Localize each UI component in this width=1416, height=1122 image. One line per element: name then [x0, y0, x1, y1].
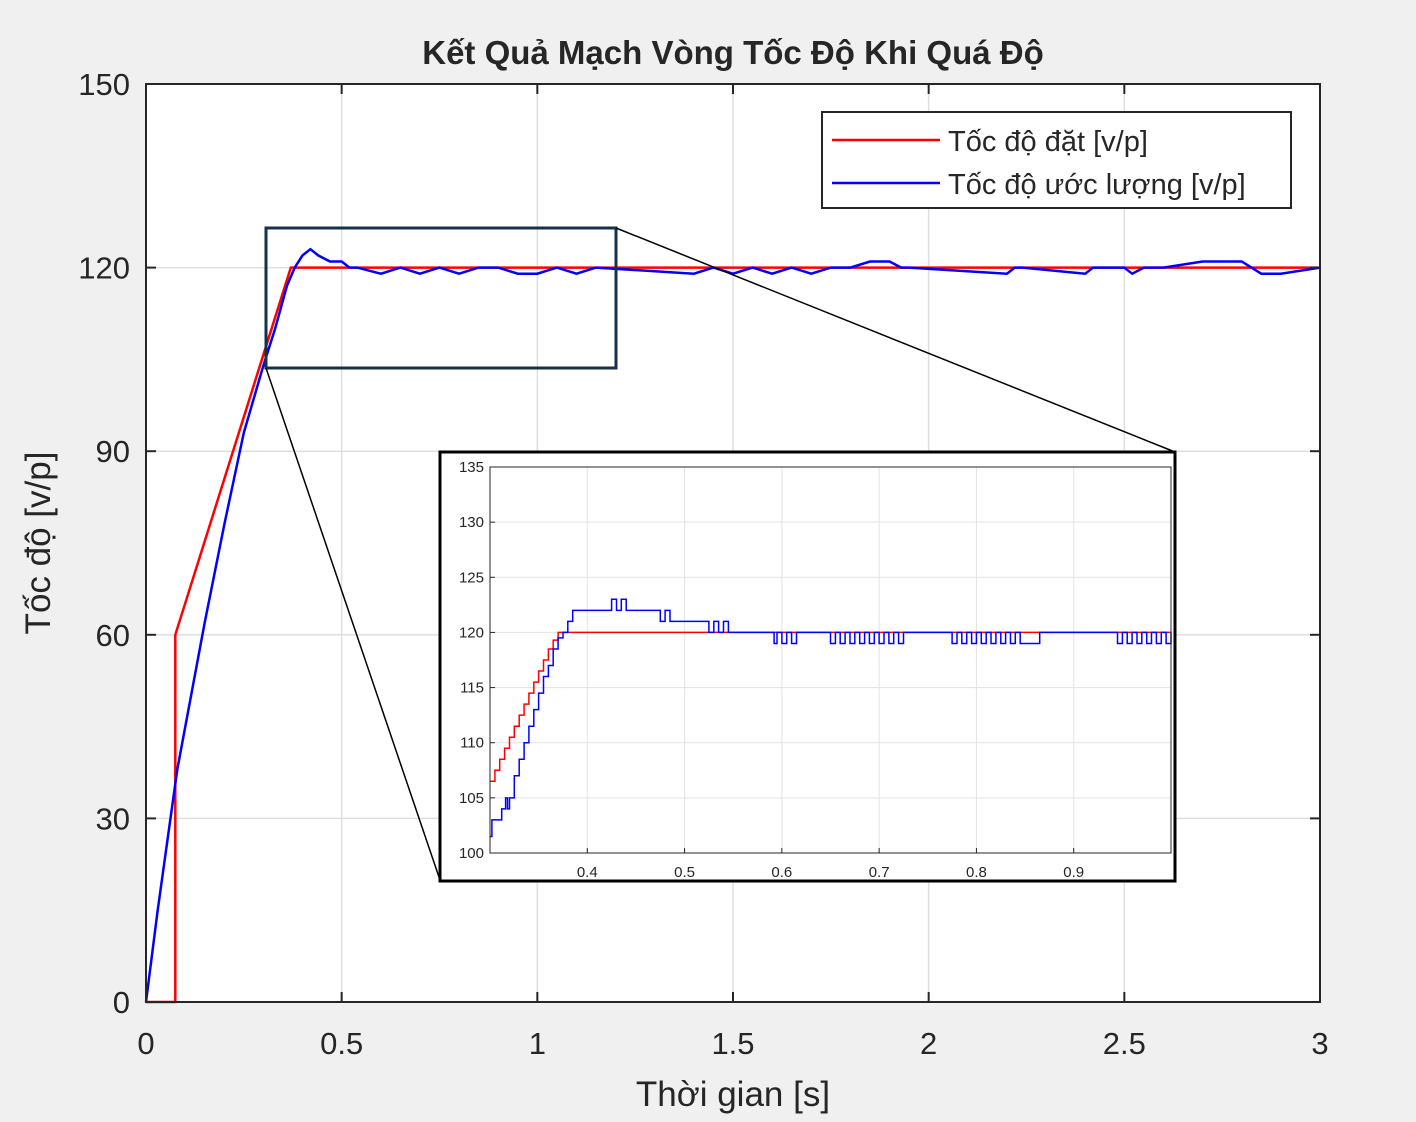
x-tick-label: 2	[920, 1026, 937, 1061]
y-axis-label: Tốc độ [v/p]	[19, 452, 58, 635]
inset-series-setpoint	[490, 631, 1171, 783]
chart-title: Kết Quả Mạch Vòng Tốc Độ Khi Quá Độ	[422, 34, 1044, 71]
legend-label-setpoint: Tốc độ đặt [v/p]	[948, 126, 1148, 158]
y-tick-label: 90	[96, 434, 130, 469]
y-tick-label: 120	[78, 251, 130, 286]
x-tick-label: 2.5	[1103, 1026, 1146, 1061]
inset-y-tick-label: 100	[459, 845, 484, 862]
inset-x-tick-label: 0.5	[674, 864, 695, 881]
inset-y-tick-label: 120	[459, 624, 484, 641]
inset-y-tick-label: 105	[459, 790, 484, 807]
inset-y-tick-label: 125	[459, 569, 484, 586]
inset-x-tick-label: 0.8	[966, 864, 987, 881]
inset-frame	[438, 450, 1177, 883]
inset-x-tick-label: 0.7	[869, 864, 890, 881]
series-line-estimated	[144, 247, 1321, 1003]
x-tick-label: 0	[137, 1026, 154, 1061]
zoom-box	[264, 226, 618, 370]
y-tick-label: 60	[96, 618, 130, 653]
inset-plot-box	[489, 466, 1172, 854]
x-tick-label: 1.5	[711, 1026, 754, 1061]
inset-ticks: 0.4 0.5 0.6 0.7 0.8 0.9 100 105 110 115 120 125 130 1…	[459, 459, 1084, 881]
zoom-connector-bottom	[265, 367, 441, 881]
inset-y-tick-label: 110	[460, 735, 484, 752]
inset-axes: 0.4 0.5 0.6 0.7 0.8 0.9 100 105 110 115 120 125 130 1…	[438, 450, 1177, 883]
inset-background	[440, 452, 1175, 881]
inset-series	[490, 598, 1172, 838]
inset-y-tick-label: 115	[460, 680, 484, 697]
legend-label-estimated: Tốc độ ước lượng [v/p]	[948, 169, 1246, 201]
y-tick-label: 0	[113, 985, 130, 1020]
inset-series-estimated	[490, 598, 1172, 838]
inset-x-tick-label: 0.6	[771, 864, 792, 881]
inset-y-tick-label: 130	[459, 514, 484, 531]
legend-box	[821, 111, 1292, 209]
y-tick-label: 30	[96, 801, 130, 836]
y-tick-label: 150	[78, 67, 130, 102]
inset-x-tick-label: 0.9	[1063, 864, 1084, 881]
x-tick-label: 0.5	[320, 1026, 363, 1061]
inset-x-tick-label: 0.4	[577, 864, 598, 881]
legend: Tốc độ đặt [v/p] Tốc độ ước lượng [v/p]	[821, 111, 1292, 209]
x-tick-label: 1	[529, 1026, 546, 1061]
inset-y-tick-label: 135	[459, 459, 484, 476]
x-axis-label: Thời gian [s]	[636, 1075, 830, 1114]
x-tick-label: 3	[1311, 1026, 1328, 1061]
zoom-indicator	[264, 226, 1176, 881]
zoom-connector-top	[615, 227, 1176, 453]
